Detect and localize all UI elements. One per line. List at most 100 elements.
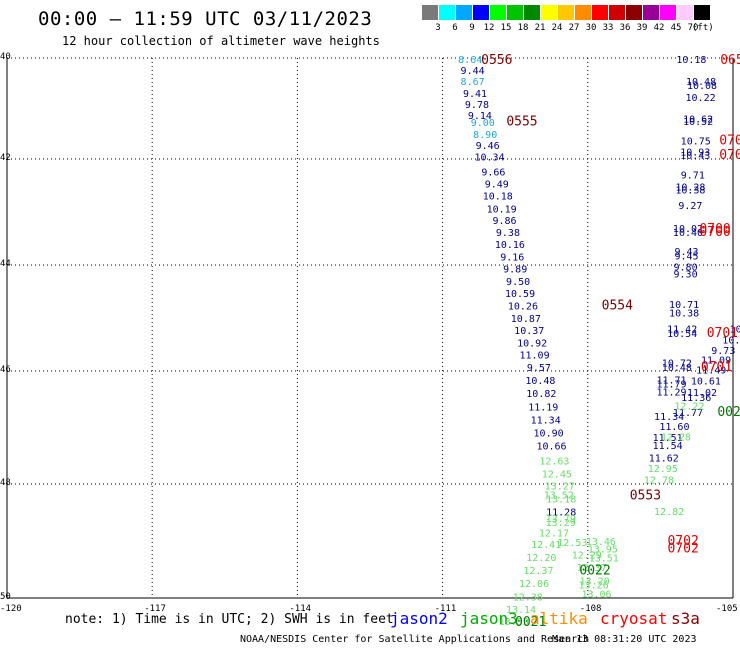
lat-tick-label: 42 xyxy=(0,153,11,163)
wave-height-value: 12.53 xyxy=(557,538,587,549)
pass-time-label: 0021 xyxy=(515,615,546,630)
wave-height-value: 10.28 xyxy=(675,183,705,194)
lat-tick-label: 44 xyxy=(0,259,11,269)
lon-tick-label: -105 xyxy=(716,604,738,614)
pass-time-label: 0022 xyxy=(579,564,610,579)
wave-height-value: 12.29 xyxy=(572,551,602,562)
wave-height-value: 10.38 xyxy=(675,186,705,197)
legend-label: 6 xyxy=(452,23,458,33)
wave-height-value: 13.46 xyxy=(586,537,616,548)
wave-height-value: 11.60 xyxy=(659,422,689,433)
wave-height-value: 10.71 xyxy=(669,300,699,311)
observation-labels: 8.649.448.679.419.789.149.008.909.4610.3… xyxy=(458,55,740,628)
wave-height-value: 10.18 xyxy=(483,192,513,203)
pass-time-label: 0701 xyxy=(701,360,732,375)
legend-swatch xyxy=(490,5,506,20)
wave-height-value: 10.02 xyxy=(673,224,703,235)
pass-time-label: 0555 xyxy=(506,115,537,130)
wave-height-value: 12.37 xyxy=(523,566,553,577)
wave-height-value: 9.50 xyxy=(506,277,530,288)
wave-height-value: 8.90 xyxy=(473,130,497,141)
legend-label: 9 xyxy=(469,23,475,33)
wave-height-value: 10.48 xyxy=(662,363,692,374)
wave-height-value: 11.02 xyxy=(687,388,717,399)
lat-tick-label: 46 xyxy=(0,365,11,375)
wave-height-value: 12.28 xyxy=(661,433,691,444)
wave-height-value: 9.71 xyxy=(681,170,705,181)
pass-time-label: 0700 xyxy=(719,148,740,163)
time-labels: 0556055505540553065907000700070007000701… xyxy=(481,53,740,630)
pass-time-label: 0700 xyxy=(699,225,730,240)
pass-time-label: 0556 xyxy=(481,53,512,68)
credit-line: NOAA/NESDIS Center for Satellite Applica… xyxy=(240,634,590,645)
legend-unit: (ft) xyxy=(692,23,714,33)
wave-height-value: 10.93 xyxy=(680,147,710,158)
legend-swatch xyxy=(507,5,523,20)
wave-height-value: 9.41 xyxy=(463,89,487,100)
wave-height-value: 9.44 xyxy=(461,66,485,77)
wave-height-value: 13.51 xyxy=(589,554,619,565)
wave-height-value: 11.28 xyxy=(546,507,576,518)
legend-label: 36 xyxy=(619,23,631,33)
wave-height-value: 9.89 xyxy=(503,265,527,276)
wave-height-value: 11.77 xyxy=(673,408,703,419)
wave-height-value: 13.26 xyxy=(579,580,609,591)
wave-height-value: 11.09 xyxy=(520,351,550,362)
wave-height-value: 9.49 xyxy=(485,179,509,190)
wave-height-value: 12.06 xyxy=(519,579,549,590)
wave-height-value: 12.22 xyxy=(674,401,704,412)
wave-height-value: 12.82 xyxy=(654,507,684,518)
lon-tick-label: -117 xyxy=(144,604,166,614)
wave-height-value: 10.61 xyxy=(691,377,721,388)
legend-label: 39 xyxy=(636,23,648,33)
page-title: 00:00 – 11:59 UTC 03/11/2023 xyxy=(38,8,373,30)
wave-height-value: 12.37 xyxy=(577,563,607,574)
lon-tick-label: -114 xyxy=(289,604,312,614)
satellite-jason3: jason3 xyxy=(460,609,518,628)
wave-height-value: 9.86 xyxy=(493,216,517,227)
wave-height-value: 11.49 xyxy=(696,365,726,376)
wave-height-value: 9.43 xyxy=(674,247,698,258)
wave-height-value: 10.17 xyxy=(722,336,740,347)
wave-height-value: 10.92 xyxy=(517,338,547,349)
wave-height-value: 10.54 xyxy=(667,329,697,340)
wave-height-value: 9.14 xyxy=(468,111,492,122)
generated-timestamp: Mar 13 08:31:20 UTC 2023 xyxy=(552,634,697,645)
wave-height-value: 13.14 xyxy=(506,605,536,616)
wave-height-value: 12.45 xyxy=(542,469,572,480)
wave-height-value: 13.95 xyxy=(588,544,618,555)
lat-tick-label: 50 xyxy=(0,592,11,602)
legend-label: 45 xyxy=(670,23,682,33)
wave-height-value: 10.26 xyxy=(508,301,538,312)
wave-height-value: 10.19 xyxy=(487,204,517,215)
wave-height-value: 12.17 xyxy=(539,528,569,539)
wave-height-value: 11.36 xyxy=(681,393,711,404)
legend-swatch xyxy=(422,5,438,20)
wave-height-value: 13.06 xyxy=(581,589,611,600)
wave-height-value: 11.79 xyxy=(656,379,686,390)
wave-height-value: 13.27 xyxy=(545,482,575,493)
wave-height-value: 10.38 xyxy=(669,309,699,320)
wave-height-value: 11.71 xyxy=(656,375,686,386)
legend-label: 24 xyxy=(551,23,563,33)
wave-height-value: 10.08 xyxy=(687,81,717,92)
legend-label: 33 xyxy=(602,23,614,33)
wave-height-value: 13.18 xyxy=(546,494,576,505)
wave-height-value: 12.38 xyxy=(513,592,543,603)
pass-time-label: 0023 xyxy=(717,405,740,420)
legend-swatch xyxy=(660,5,676,20)
wave-height-value: 11.62 xyxy=(649,453,679,464)
wave-height-value: 10.75 xyxy=(681,136,711,147)
legend-swatch xyxy=(609,5,625,20)
legend-swatch xyxy=(541,5,557,20)
wave-height-value: 10.62 xyxy=(683,115,713,126)
pass-time-label: 0553 xyxy=(630,488,661,503)
wave-height-value: 10.90 xyxy=(534,429,564,440)
satellite-cryosat: cryosat xyxy=(600,609,668,628)
legend-swatch xyxy=(643,5,659,20)
wave-height-value: 10.18 xyxy=(676,55,706,66)
map-grid xyxy=(6,57,734,599)
wave-height-value: 13.52 xyxy=(544,490,574,501)
legend-swatch xyxy=(694,5,710,20)
